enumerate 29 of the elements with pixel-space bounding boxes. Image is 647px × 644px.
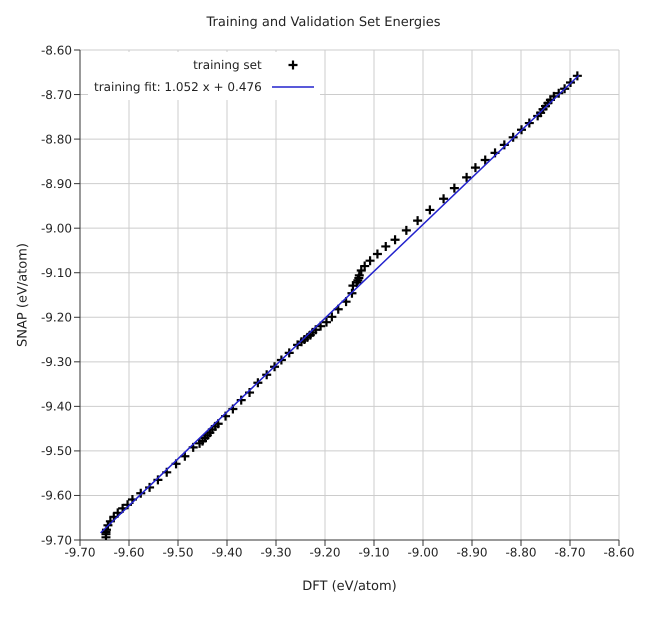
y-tick-label: -9.20 xyxy=(40,310,72,325)
x-tick-label: -8.70 xyxy=(554,546,586,560)
x-tick-label: -9.00 xyxy=(407,546,439,560)
y-tick-label: -9.50 xyxy=(40,444,72,458)
x-tick-label: -9.50 xyxy=(162,546,194,560)
x-tick-label: -9.60 xyxy=(113,546,145,560)
x-tick-label: -9.40 xyxy=(211,546,243,560)
y-tick-label: -8.80 xyxy=(40,132,72,146)
y-tick-label: -9.10 xyxy=(40,266,72,280)
x-tick-label: -9.70 xyxy=(64,546,96,560)
y-tick-label: -9.70 xyxy=(40,533,72,548)
y-tick-label: -8.90 xyxy=(40,176,72,191)
y-tick-label: -9.30 xyxy=(40,355,72,370)
legend-label: training set xyxy=(193,58,262,72)
x-tick-label: -8.90 xyxy=(456,546,488,560)
y-axis-title: SNAP (eV/atom) xyxy=(16,243,31,347)
x-tick-label: -8.60 xyxy=(603,546,635,560)
legend-label: training fit: 1.052 x + 0.476 xyxy=(94,80,262,94)
y-tick-label: -8.70 xyxy=(40,88,72,102)
x-tick-label: -8.80 xyxy=(505,546,537,560)
y-tick-label: -9.60 xyxy=(40,488,72,503)
x-axis-title: DFT (eV/atom) xyxy=(302,579,397,594)
x-tick-label: -9.30 xyxy=(260,546,292,560)
chart-title: Training and Validation Set Energies xyxy=(205,14,442,32)
y-tick-label: -8.60 xyxy=(40,43,72,58)
x-tick-label: -9.20 xyxy=(309,546,341,560)
y-tick-label: -9.40 xyxy=(40,400,72,414)
x-tick-label: -9.10 xyxy=(358,546,390,560)
y-tick-label: -9.00 xyxy=(40,221,72,236)
